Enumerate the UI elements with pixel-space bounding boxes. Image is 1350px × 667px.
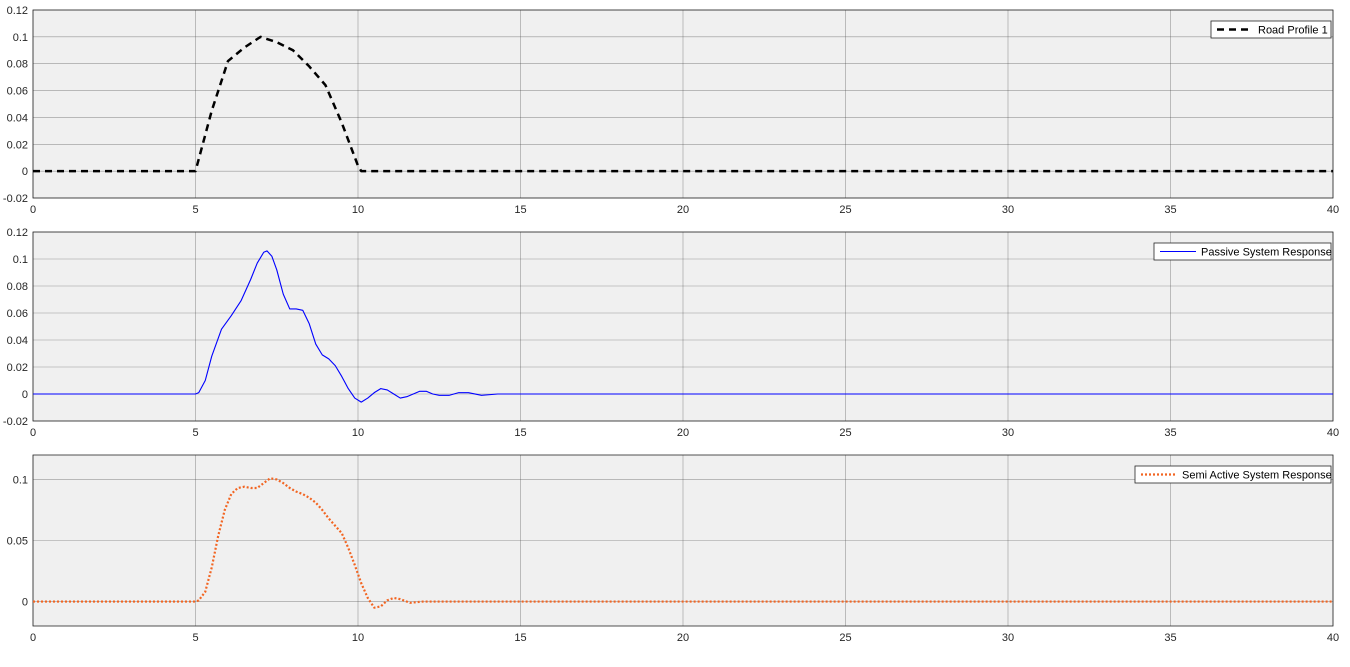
subplot-3: 0 5 10 15 20 25 30 35 40 0 0.05 0.1 Semi Active Syst… [7,454,1339,644]
legend-label: Semi Active System Response [1182,470,1332,482]
x-tick-label: 10 [352,632,364,644]
x-tick-label: 30 [1002,204,1014,216]
y-tick-label: -0.02 [3,416,28,428]
y-tick-label: 0.1 [13,474,28,486]
y-tick-label: 0.1 [13,32,28,44]
legend-label: Road Profile 1 [1258,25,1328,37]
series-line [33,250,1333,403]
y-tick-label: 0.12 [7,5,28,17]
x-tick-label: 25 [839,427,851,439]
y-tick-label: 0.08 [7,59,28,71]
y-tick-label: 0 [22,389,28,401]
y-tick-label: 0.06 [7,86,28,98]
x-tick-label: 0 [30,427,36,439]
legend-box [1134,465,1332,484]
y-tick-label: 0.04 [7,335,28,347]
x-tick-label: 20 [677,204,689,216]
subplot-1: 0 5 10 15 20 25 30 35 40-0.0200.020.040.060.080.… [3,5,1339,216]
subplot-2: 0 5 10 15 20 25 30 35 40-0.0200.020.040.060.080.… [3,227,1339,439]
y-tick-label: 0 [22,597,28,609]
legend-box [1153,242,1332,261]
y-tick-label: 0.05 [7,536,28,548]
y-tick-label: 0.04 [7,112,28,124]
y-tick-label: 0.02 [7,362,28,374]
x-tick-label: 10 [352,427,364,439]
x-tick-label: 15 [514,204,526,216]
x-tick-label: 30 [1002,632,1014,644]
axes-frame [32,9,1334,199]
x-tick-label: 25 [839,204,851,216]
x-tick-label: 5 [192,632,198,644]
y-tick-label: 0.12 [7,227,28,239]
legend: Semi Active System Response [1134,465,1332,484]
y-tick-label: 0.08 [7,281,28,293]
x-tick-label: 40 [1327,204,1339,216]
x-tick-label: 40 [1327,632,1339,644]
x-tick-label: 20 [677,427,689,439]
x-tick-label: 5 [192,427,198,439]
legend-label: Passive System Response [1201,247,1332,259]
series-line [33,35,1333,173]
x-tick-label: 15 [514,427,526,439]
y-tick-label: 0.1 [13,254,28,266]
x-tick-label: 25 [839,632,851,644]
x-tick-label: 5 [192,204,198,216]
x-tick-label: 40 [1327,427,1339,439]
x-tick-label: 35 [1164,427,1176,439]
y-tick-label: 0.06 [7,308,28,320]
x-tick-label: 15 [514,632,526,644]
x-tick-label: 30 [1002,427,1014,439]
x-tick-label: 35 [1164,204,1176,216]
legend: Road Profile 1 [1210,20,1332,39]
series-line [33,477,1333,609]
x-tick-label: 20 [677,632,689,644]
legend: Passive System Response [1153,242,1332,261]
x-tick-label: 0 [30,632,36,644]
axes-frame [32,454,1334,627]
y-tick-label: -0.02 [3,193,28,205]
axes-frame [32,231,1334,422]
x-tick-label: 35 [1164,632,1176,644]
x-tick-label: 0 [30,204,36,216]
legend-box [1210,20,1332,39]
y-tick-label: 0.02 [7,139,28,151]
y-tick-label: 0 [22,166,28,178]
x-tick-label: 10 [352,204,364,216]
